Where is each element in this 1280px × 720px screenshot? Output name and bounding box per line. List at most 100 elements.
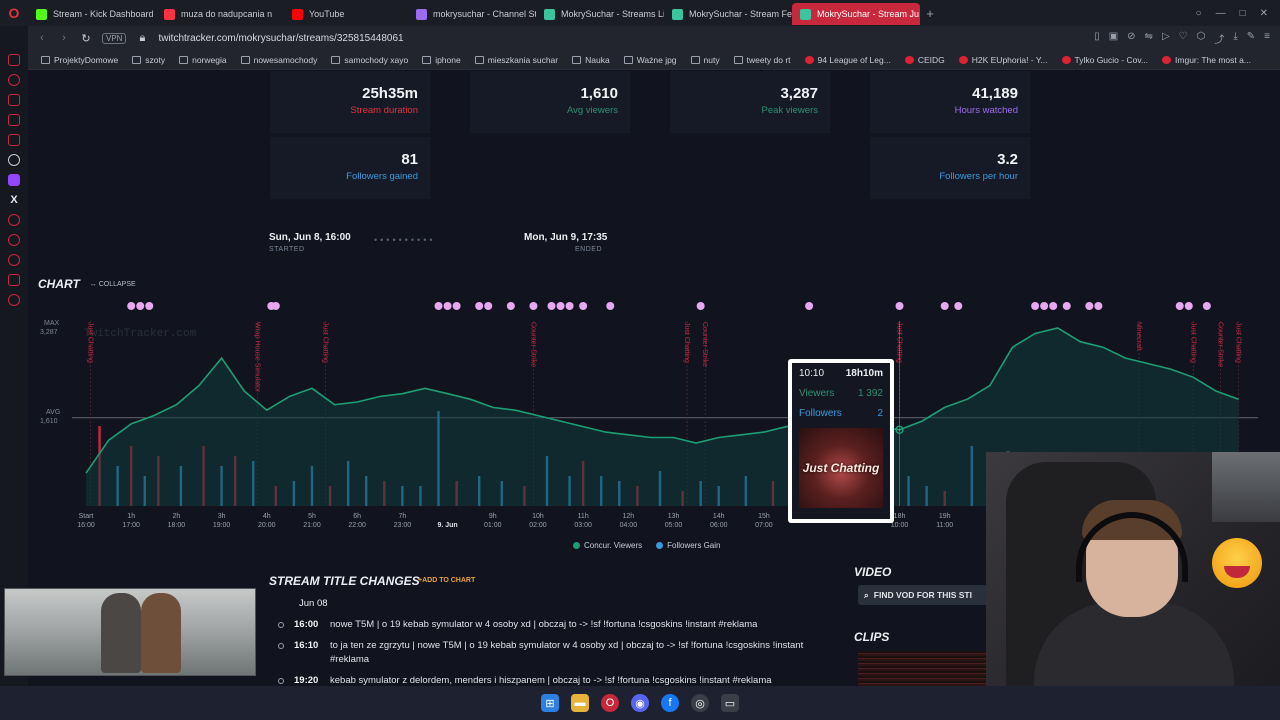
opera-logo-icon[interactable]: O (8, 5, 20, 21)
viewers-line (85, 327, 1239, 474)
bookmark-item[interactable]: samochody xayo (326, 55, 413, 65)
extensions-icon[interactable]: ⬡ (1196, 30, 1206, 42)
browser-tab[interactable]: MokrySuchar - Stream Ju (792, 3, 920, 25)
snapshot-icon[interactable]: ▣ (1108, 30, 1119, 42)
menu-icon[interactable]: ≡ (1264, 30, 1270, 42)
bookmark-item[interactable]: mieszkania suchar (470, 55, 563, 65)
windows-start-icon[interactable]: ⊞ (541, 694, 559, 712)
bookmark-label: H2K EUphoria! - Y... (971, 54, 1048, 65)
mail-icon[interactable] (8, 134, 20, 146)
x-icon[interactable]: X (10, 194, 18, 206)
settings-icon[interactable] (8, 294, 20, 306)
browser-tab[interactable]: YouTube (284, 3, 408, 25)
discord-icon[interactable]: ◉ (631, 694, 649, 712)
browser-tab[interactable]: muza do nadupcania n (156, 3, 284, 25)
reload-icon[interactable]: ↻ (81, 32, 91, 45)
character-figure (101, 593, 141, 673)
clock-icon[interactable] (8, 234, 20, 246)
new-tab-button[interactable]: + (926, 5, 934, 21)
windows-taskbar: ⊞ ▬ O ◉ f ◎ ▭ (0, 686, 1280, 720)
shelf (1212, 452, 1280, 522)
messenger-icon[interactable] (8, 114, 20, 126)
x-tick-label: 10h (532, 513, 544, 520)
twitch-icon[interactable] (8, 174, 20, 186)
bookmark-item[interactable]: Nauka (567, 55, 615, 65)
twitchtracker-page: 25h35m Stream duration 1,610 Avg viewers… (28, 71, 1280, 686)
browser-tab[interactable]: MokrySuchar - Streams Li (536, 3, 664, 25)
file-explorer-icon[interactable]: ▬ (571, 694, 589, 712)
bookmark-item[interactable]: nowesamochody (236, 55, 323, 65)
back-icon[interactable]: ‹ (40, 32, 44, 44)
facebook-icon[interactable]: f (661, 694, 679, 712)
title-changes-date: Jun 08 (299, 598, 328, 609)
bookmark-item[interactable]: H2K EUphoria! - Y... (954, 55, 1053, 65)
bookmark-item[interactable]: nuty (686, 55, 725, 65)
bookmark-item[interactable]: iphone (417, 55, 466, 65)
opera-taskbar-icon[interactable]: O (601, 694, 619, 712)
stat-value: 25h35m (362, 85, 418, 102)
emote-dot (954, 302, 963, 310)
stat-hours-watched: 41,189 Hours watched (870, 71, 1030, 133)
browser-tab[interactable]: Stream - Kick Dashboard (28, 3, 156, 25)
share-icon[interactable]: ⤴ (1214, 34, 1225, 46)
bookmark-item[interactable]: Ważne jpg (619, 55, 682, 65)
bookmark-icon[interactable]: ▯ (1094, 30, 1100, 42)
search-icon[interactable]: ○ (1195, 7, 1202, 19)
terminal-icon[interactable]: ▭ (721, 694, 739, 712)
tooltip-followers-value: 2 (877, 408, 883, 419)
wallet-icon[interactable] (8, 94, 20, 106)
stat-followers-per-hour: 3.2 Followers per hour (870, 137, 1030, 199)
heart-icon[interactable]: ♡ (1178, 30, 1188, 42)
browser-tab[interactable]: MokrySuchar - Stream Fe (664, 3, 792, 25)
find-vod-button[interactable]: ⌕ FIND VOD FOR THIS STI (858, 585, 988, 605)
pinboard-icon[interactable] (8, 274, 20, 286)
bookmark-item[interactable]: CEIDG (900, 55, 950, 65)
legend-followers[interactable]: Followers Gain (656, 541, 720, 550)
chart-legend: Concur. Viewers Followers Gain (573, 541, 720, 550)
x-tick-label: 9h (489, 513, 497, 520)
folder-icon (331, 55, 341, 64)
bookmark-item[interactable]: Imgur: The most a... (1157, 55, 1256, 65)
forward-icon[interactable]: › (62, 32, 66, 44)
maximize-icon[interactable]: □ (1239, 7, 1246, 19)
adblock-icon[interactable]: ⊘ (1127, 30, 1136, 42)
chatgpt-icon[interactable] (8, 154, 20, 166)
stream-title-changes-heading: STREAM TITLE CHANGES (269, 574, 420, 588)
ended-label: ENDED (575, 246, 603, 253)
timeline-dots: •••••••••• (374, 235, 436, 245)
site-favicon-icon (1061, 55, 1071, 64)
browser-tab[interactable]: mokrysuchar - Channel St (408, 3, 536, 25)
legend-viewers[interactable]: Concur. Viewers (573, 541, 642, 550)
workspace-icon[interactable] (8, 54, 20, 66)
bookmark-item[interactable]: norwegia (174, 55, 232, 65)
collapse-button[interactable]: ↔ COLLAPSE (89, 280, 136, 288)
speed-dial-icon[interactable] (8, 74, 20, 86)
bookmark-item[interactable]: szoty (127, 55, 170, 65)
character-figure (141, 593, 181, 673)
search-icon: ⌕ (864, 589, 869, 600)
x-tick-label: 17:00 (122, 522, 140, 529)
url-field[interactable]: twitchtracker.com/mokrysuchar/streams/32… (158, 32, 404, 44)
ai-icon[interactable]: ✎ (1246, 30, 1256, 42)
clip-thumbnail[interactable] (858, 651, 988, 686)
download-icon[interactable]: ⤓ (1233, 30, 1238, 42)
add-to-chart-button[interactable]: +ADD TO CHART (418, 577, 476, 584)
x-tick-label: 04:00 (620, 522, 638, 529)
x-tick-label: 12h (623, 513, 635, 520)
play-icon[interactable]: ▷ (1161, 30, 1170, 42)
translate-icon[interactable]: ⇋ (1144, 30, 1153, 42)
obs-icon[interactable]: ◎ (691, 694, 709, 712)
minimize-icon[interactable]: — (1215, 7, 1226, 19)
folder-icon (240, 55, 250, 64)
emote-dot (565, 302, 574, 310)
close-icon[interactable]: ✕ (1259, 7, 1268, 19)
history-icon[interactable] (8, 214, 20, 226)
bookmark-item[interactable]: ProjektyDomowe (36, 55, 123, 65)
bookmark-item[interactable]: tweety do rt (729, 55, 796, 65)
vpn-badge[interactable]: VPN (102, 32, 127, 44)
bookmark-item[interactable]: 94 League of Leg... (800, 55, 896, 65)
title-change-time: 16:10 (294, 640, 319, 651)
bookmark-item[interactable]: Tylko Gucio - Cov... (1057, 55, 1154, 65)
player-icon[interactable] (8, 254, 20, 266)
